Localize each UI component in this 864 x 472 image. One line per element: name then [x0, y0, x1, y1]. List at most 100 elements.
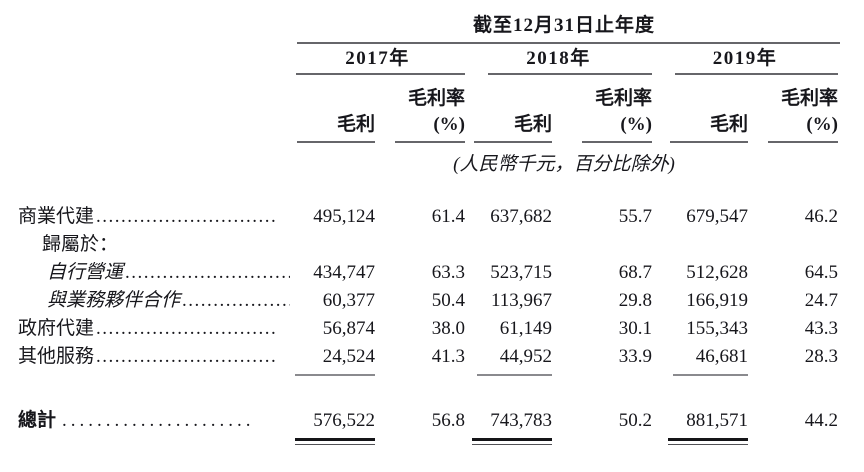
- header-label: 毛利率: [407, 88, 465, 109]
- margin-2019: 43.3: [804, 318, 838, 339]
- header-label: 毛利率: [594, 88, 652, 109]
- gross-profit-2017: 434,747: [313, 262, 375, 283]
- row-label-cell: 政府代建 .............................: [0, 315, 290, 343]
- gross-profit-2018: 637,682: [490, 206, 552, 227]
- row-label: 自行營運: [47, 262, 124, 283]
- dot-leader: .............................: [96, 206, 278, 227]
- gross-profit-2018: 61,149: [499, 318, 552, 339]
- total-double-rule-row: [0, 438, 838, 452]
- column-header-row: 毛利 毛利率 (%) 毛利 毛利率 (%) 毛利 毛利率 (%): [290, 86, 838, 143]
- gross-profit-2019: 155,343: [686, 318, 748, 339]
- margin-2019: 64.5: [804, 262, 838, 283]
- header-underline: [474, 141, 552, 143]
- year-label: 2017年: [345, 48, 410, 69]
- header-gross-profit-2019: 毛利: [652, 112, 748, 143]
- column-rule: [673, 374, 748, 376]
- row-label: 歸屬於：: [42, 234, 119, 255]
- gross-profit-2017: 24,524: [322, 346, 375, 367]
- gross-profit-2018-total: 743,783: [490, 410, 552, 431]
- margin-2018: 29.8: [618, 290, 652, 311]
- gross-profit-2019-total: 881,571: [686, 410, 748, 431]
- year-header-row: 2017年 2018年 2019年: [290, 47, 838, 75]
- row-label-cell: 自行營運 .............................: [0, 259, 290, 287]
- year-underline: [296, 73, 465, 75]
- margin-2017: 50.4: [431, 290, 465, 311]
- header-gross-profit-2018: 毛利: [465, 112, 552, 143]
- row-label: 總計: [18, 410, 57, 431]
- gross-profit-2019: 512,628: [686, 262, 748, 283]
- gross-profit-2018: 44,952: [499, 346, 552, 367]
- header-underline: [297, 141, 375, 143]
- margin-2019: 46.2: [804, 206, 838, 227]
- gross-profit-2018: 523,715: [490, 262, 552, 283]
- currency-unit-note: (人民幣千元，百分比除外): [453, 154, 675, 175]
- margin-2018-total: 50.2: [618, 410, 652, 431]
- header-label: 毛利: [336, 114, 375, 135]
- gross-profit-2017: 56,874: [322, 318, 375, 339]
- header-label: (%): [433, 114, 465, 135]
- row-label-cell: 總計 ......................: [0, 405, 290, 436]
- row-label-cell: 其他服務 .............................: [0, 343, 290, 371]
- margin-2019: 24.7: [804, 290, 838, 311]
- gross-profit-2019: 679,547: [686, 206, 748, 227]
- year-group-2018: 2018年: [465, 47, 652, 75]
- margin-2018: 30.1: [618, 318, 652, 339]
- double-rule: [295, 438, 375, 445]
- dot-leader: ......................: [62, 410, 255, 431]
- year-label: 2019年: [712, 48, 778, 69]
- row-label-cell: 商業代建 .............................: [0, 203, 290, 231]
- margin-2018: 33.9: [618, 346, 652, 367]
- dot-leader: .............................: [96, 318, 278, 339]
- margin-2017: 38.0: [431, 318, 465, 339]
- year-label: 2018年: [526, 48, 591, 69]
- header-label: 毛利: [513, 114, 552, 135]
- table-row-partner-cooperation: 與業務夥伴合作 .................... 60,377 50.4…: [0, 287, 838, 315]
- dot-leader: ....................: [182, 290, 290, 311]
- header-label: 毛利: [709, 114, 748, 135]
- header-margin-2018: 毛利率 (%): [552, 86, 652, 143]
- table-row-government: 政府代建 ............................. 56,87…: [0, 315, 838, 343]
- header-underline: [670, 141, 748, 143]
- gross-profit-2017-total: 576,522: [313, 410, 375, 431]
- table-row-other-services: 其他服務 ............................. 24,52…: [0, 343, 838, 371]
- table-row-attributable: 歸屬於：: [0, 231, 838, 259]
- table-top-rule: [297, 42, 840, 44]
- margin-2017: 41.3: [431, 346, 465, 367]
- double-rule: [668, 438, 748, 445]
- row-label-cell: 與業務夥伴合作 ....................: [0, 287, 290, 315]
- header-underline: [768, 141, 838, 143]
- margin-2019: 28.3: [804, 346, 838, 367]
- dot-leader: .............................: [96, 346, 278, 367]
- year-group-2019: 2019年: [652, 47, 838, 75]
- subtotal-underline-row: [0, 371, 838, 379]
- gross-profit-2018: 113,967: [490, 290, 552, 311]
- table-body: 商業代建 ............................. 495,1…: [0, 203, 838, 452]
- gross-profit-2019: 46,681: [695, 346, 748, 367]
- margin-2018: 55.7: [618, 206, 652, 227]
- margin-2017: 61.4: [431, 206, 465, 227]
- row-label-cell: 歸屬於：: [0, 231, 290, 259]
- gross-profit-2017: 495,124: [313, 206, 375, 227]
- header-underline: [582, 141, 652, 143]
- row-label: 商業代建: [18, 206, 95, 227]
- table-row-commercial: 商業代建 ............................. 495,1…: [0, 203, 838, 231]
- margin-2017-total: 56.8: [431, 410, 465, 431]
- header-margin-2019: 毛利率 (%): [748, 86, 838, 143]
- header-label: (%): [806, 114, 838, 135]
- header-label: 毛利率: [780, 88, 838, 109]
- header-label: (%): [620, 114, 652, 135]
- header-margin-2017: 毛利率 (%): [375, 86, 465, 143]
- row-label: 政府代建: [18, 318, 95, 339]
- row-label: 其他服務: [18, 346, 95, 367]
- year-underline: [675, 73, 838, 75]
- table-title: 截至12月31日止年度: [472, 15, 655, 36]
- table-row-self-operated: 自行營運 ............................. 434,7…: [0, 259, 838, 287]
- column-rule: [295, 374, 375, 376]
- margin-2018: 68.7: [618, 262, 652, 283]
- header-underline: [395, 141, 465, 143]
- gross-profit-2019: 166,919: [686, 290, 748, 311]
- row-label: 與業務夥伴合作: [47, 290, 181, 311]
- year-underline: [488, 73, 652, 75]
- gross-profit-2017: 60,377: [322, 290, 375, 311]
